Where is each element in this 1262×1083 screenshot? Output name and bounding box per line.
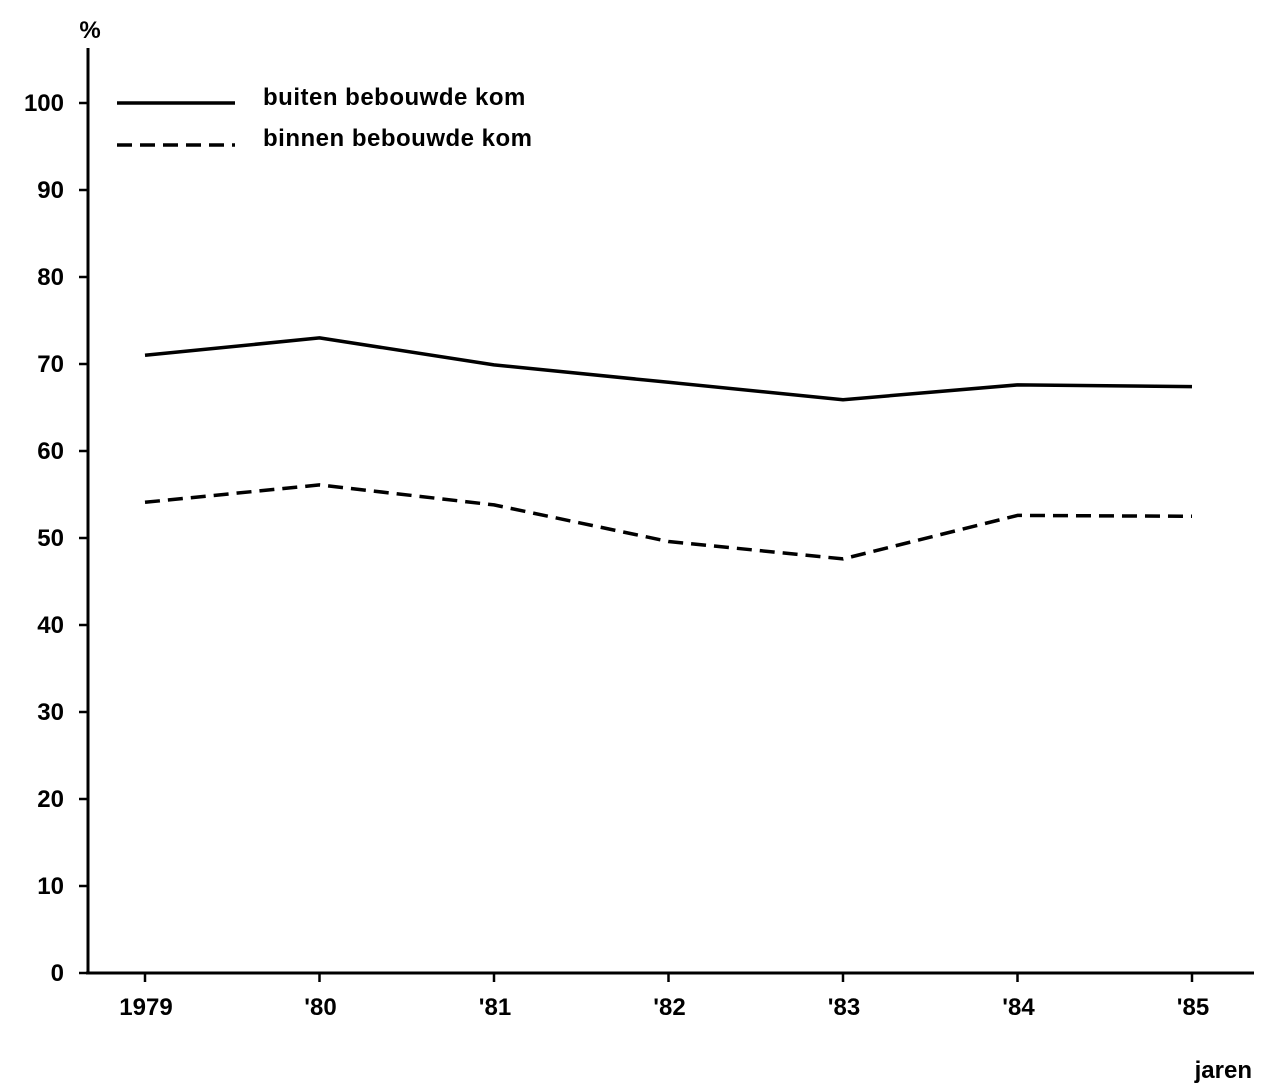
- series-lines: [144, 336, 1193, 561]
- x-tick-label: '85: [1177, 994, 1209, 1021]
- legend: buiten bebouwde kom binnen bebouwde kom: [117, 84, 533, 152]
- x-ticks: 1979 '80 '81 '82 '83 '84 '85: [119, 972, 1209, 1021]
- y-tick-label: 20: [37, 786, 64, 813]
- x-tick-label: '84: [1002, 994, 1035, 1021]
- x-tick-label: '80: [304, 994, 336, 1021]
- y-tick-label: 40: [37, 612, 64, 639]
- y-tick-label: 80: [37, 264, 64, 291]
- y-tick-label: 70: [37, 351, 64, 378]
- y-tick-label: 10: [37, 873, 64, 900]
- y-tick-label: 30: [37, 699, 64, 726]
- y-tick-label: 90: [37, 177, 64, 204]
- legend-label-buiten: buiten bebouwde kom: [263, 84, 526, 111]
- x-tick-label: '82: [653, 994, 685, 1021]
- legend-label-binnen: binnen bebouwde kom: [263, 125, 533, 152]
- x-tick-label: '81: [479, 994, 511, 1021]
- x-tick-label: '83: [828, 994, 860, 1021]
- y-axis-title: %: [79, 17, 100, 44]
- y-tick-label: 50: [37, 525, 64, 552]
- y-tick-label: 60: [37, 438, 64, 465]
- series-line-binnen: [144, 483, 1193, 561]
- series-line-buiten: [144, 336, 1193, 402]
- y-ticks: 0 10 20 30 40 50 60 70 80 90 100: [24, 90, 89, 987]
- x-axis-title: jaren: [1194, 1057, 1252, 1083]
- y-tick-label: 100: [24, 90, 64, 117]
- x-tick-label: 1979: [119, 994, 172, 1021]
- y-tick-label: 0: [51, 960, 64, 987]
